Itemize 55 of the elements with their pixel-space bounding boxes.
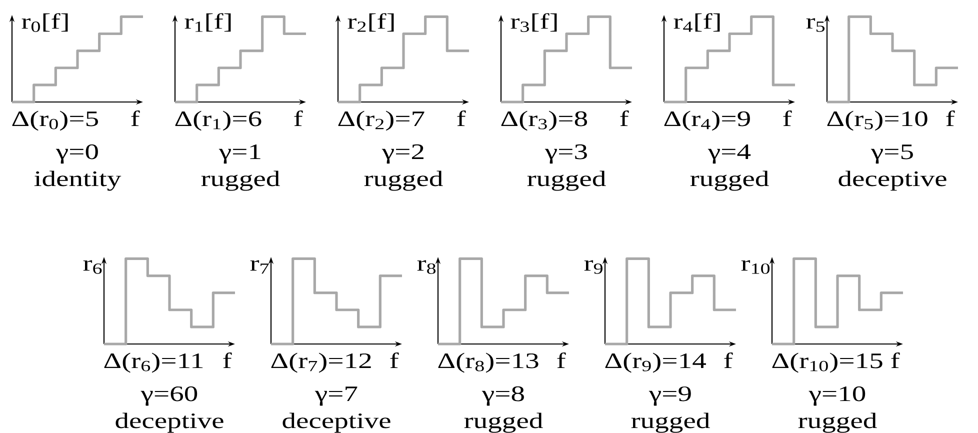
y-axis-title: r$_{1}$[f] xyxy=(184,13,231,32)
x-axis-title: f xyxy=(724,352,733,368)
y-axis-title: r$_{6}$ xyxy=(83,260,102,274)
text: rugged xyxy=(631,412,710,433)
text: γ=0 xyxy=(56,144,98,164)
y-axis-title: r$_{2}$[f] xyxy=(348,13,394,32)
text: rugged xyxy=(527,170,606,191)
x-axis-title: f xyxy=(946,110,955,126)
x-axis-title: f xyxy=(223,352,232,368)
x-axis-title: f xyxy=(131,110,140,126)
text: Δ(r$_{4}$)=9 xyxy=(664,110,750,131)
x-axis-title: f xyxy=(390,352,399,368)
text: Δ(r$_{10}$)=15 xyxy=(772,352,882,373)
text: γ=5 xyxy=(870,144,913,164)
y-axis-title: r$_{3}$[f] xyxy=(510,13,557,32)
text: Δ(r$_{6}$)=11 xyxy=(104,352,203,373)
text: Δ(r$_{8}$)=13 xyxy=(438,352,538,373)
y-axis-title: r$_{7}$ xyxy=(250,260,269,274)
y-axis-title: r$_{5}$ xyxy=(806,18,825,32)
text: Δ(r$_{5}$)=10 xyxy=(827,110,928,131)
text: γ=9 xyxy=(648,386,691,406)
text: Δ(r$_{3}$)=8 xyxy=(501,110,588,131)
y-axis-title: r$_{0}$[f] xyxy=(22,13,68,32)
text: identity xyxy=(34,170,122,191)
y-axis-title: r$_{9}$ xyxy=(584,260,602,274)
text: γ=4 xyxy=(708,144,751,164)
text: γ=1 xyxy=(218,144,260,164)
text: Δ(r$_{0}$)=5 xyxy=(12,110,98,131)
x-axis-title: f xyxy=(557,352,566,368)
text: Δ(r$_{1}$)=6 xyxy=(175,110,262,131)
y-axis-title: r$_{10}$ xyxy=(741,260,770,274)
text: γ=2 xyxy=(382,144,424,164)
y-axis-title: r$_{4}$[f] xyxy=(674,13,720,32)
text: γ=60 xyxy=(140,386,198,406)
text: γ=3 xyxy=(544,144,587,164)
text: Δ(r$_{7}$)=12 xyxy=(271,352,371,373)
text: Δ(r$_{2}$)=7 xyxy=(338,110,424,131)
text: deceptive xyxy=(838,170,946,191)
text: γ=10 xyxy=(808,386,866,406)
text: rugged xyxy=(201,170,280,191)
text: γ=8 xyxy=(482,386,524,406)
text: rugged xyxy=(464,412,543,433)
x-axis-title: f xyxy=(294,110,303,126)
x-axis-title: f xyxy=(620,110,629,126)
text: deceptive xyxy=(282,412,390,433)
text: rugged xyxy=(690,170,769,191)
x-axis-title: f xyxy=(891,352,900,368)
text: Δ(r$_{9}$)=14 xyxy=(605,352,706,373)
text: rugged xyxy=(364,170,443,191)
text: deceptive xyxy=(116,412,224,433)
x-axis-title: f xyxy=(783,110,792,126)
x-axis-title: f xyxy=(457,110,466,126)
text: γ=7 xyxy=(314,386,358,406)
y-axis-title: r$_{8}$ xyxy=(417,260,436,274)
text: rugged xyxy=(798,412,877,433)
